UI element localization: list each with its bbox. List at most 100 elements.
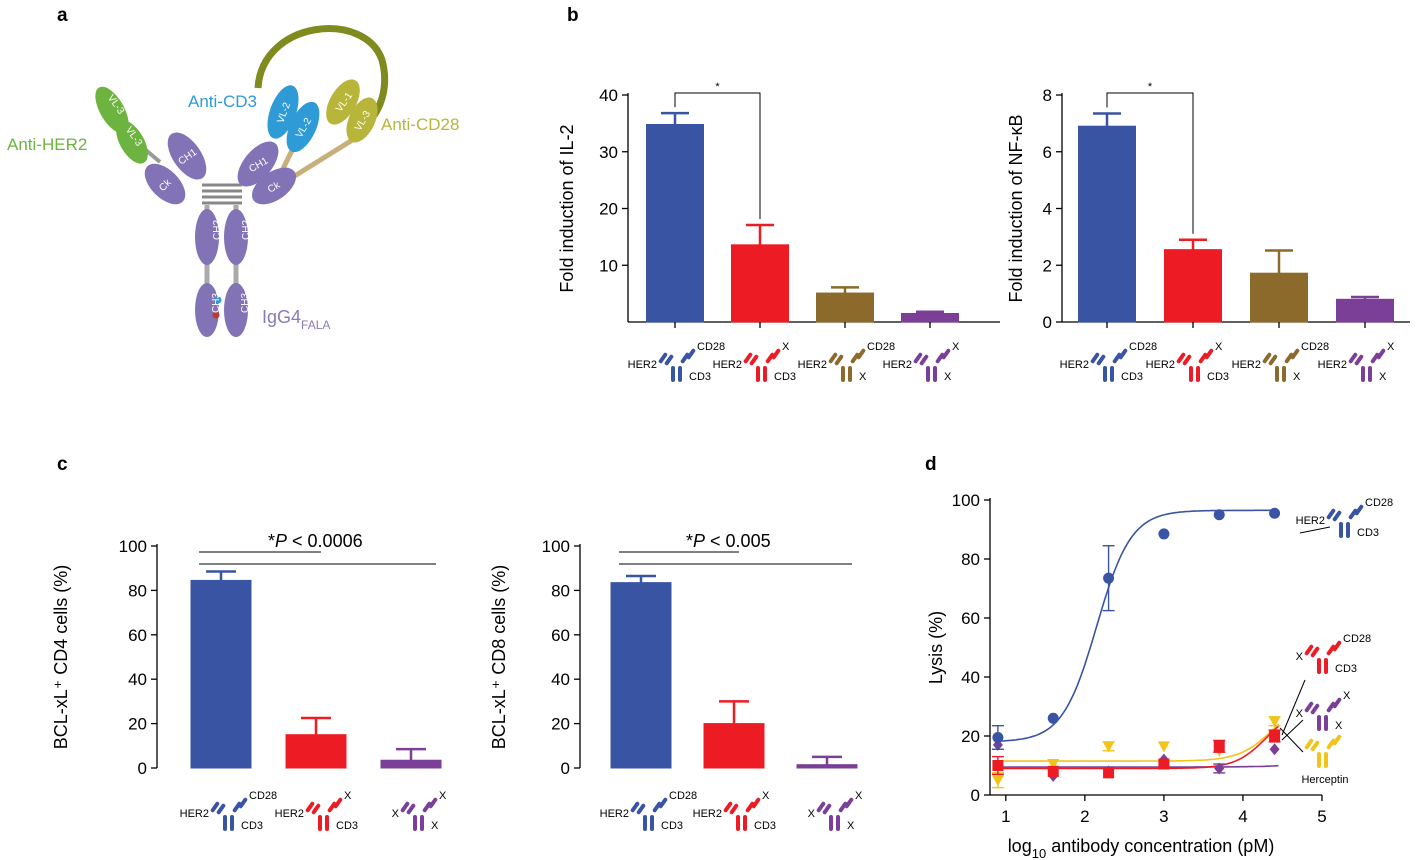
lysis-legend-3-icon	[1304, 734, 1342, 768]
il2-category-3-icon-arm-left-b	[919, 354, 929, 366]
domain-text-ch2-right: CH2	[241, 220, 252, 240]
cd4-ytick-label-1: 20	[128, 715, 147, 734]
lysis-point-0-4	[1213, 509, 1225, 521]
lysis-legend-2-icon-arm-left-a	[1304, 701, 1314, 713]
lysis-point-0-1	[1047, 712, 1059, 724]
cd8-category-1-left-label: HER2	[693, 808, 722, 820]
il2-ytick-label-0: 10	[599, 256, 618, 275]
label-igg4: IgG4FALA	[262, 307, 330, 332]
lysis-legend-pointer-0	[1299, 526, 1331, 534]
nfkb-ytick-label-1: 2	[1043, 256, 1052, 275]
nfkb-category-3-left-label: HER2	[1318, 359, 1347, 371]
cd8-category-2-icon-stem-right	[836, 815, 840, 831]
panel-label-c: c	[57, 454, 68, 475]
nfkb-category-0-icon-arm-right-b	[1118, 348, 1128, 360]
il2-category-1-icon-arm-left-b	[749, 354, 759, 366]
lysis-legend-3-icon-stem-right	[1324, 752, 1328, 768]
lysis-point-2-5	[1269, 743, 1280, 756]
cd4-category-2-top-label: X	[439, 790, 447, 802]
cd8-category-2-top-label: X	[855, 790, 863, 802]
label-anti-cd28: Anti-CD28	[381, 115, 459, 134]
cd8-category-1-icon-arm-left-b	[729, 803, 739, 815]
lysis-legend-3-icon-arm-left-a	[1304, 738, 1314, 750]
cd4-category-1-icon-arm-right-a	[327, 801, 337, 813]
panel-label-b: b	[567, 5, 579, 26]
nfkb-category-2-icon-stem-right	[1282, 366, 1286, 382]
il2-category-3-icon-arm-right-a	[935, 352, 945, 364]
lysis-point-3-0	[991, 775, 1004, 787]
cd8-category-2-icon-arm-right-a	[838, 801, 848, 813]
il2-category-1-left-label: HER2	[713, 359, 742, 371]
nfkb-ytick-label-0: 0	[1043, 313, 1052, 332]
nfkb-category-3-icon-stem-left	[1361, 366, 1365, 382]
nfkb-category-2-icon-arm-left-a	[1262, 352, 1272, 364]
cd8-category-0-left-label: HER2	[600, 808, 629, 820]
cd8-bar-1	[703, 723, 765, 769]
domain-ch3-right	[224, 283, 248, 337]
cd4-category-2-icon	[400, 797, 438, 831]
lysis-legend-3-icon-arm-right-a	[1326, 738, 1336, 750]
cd4-category-1-icon	[305, 797, 343, 831]
hole-dot	[212, 311, 220, 319]
il2-ytick-label-2: 30	[599, 143, 618, 162]
lysis-xlabel-rest: antibody concentration (pM)	[1046, 836, 1274, 856]
il2-category-1-icon-arm-right-b	[771, 348, 781, 360]
cd4-bar-1	[285, 734, 347, 769]
il2-bar-3	[901, 312, 959, 323]
lysis-point-3-5	[1268, 716, 1281, 728]
lysis-legend-1-icon-arm-right-b	[1332, 640, 1342, 652]
nfkb-ytick-label-2: 4	[1043, 200, 1052, 219]
lysis-ytick-label-3: 60	[961, 609, 980, 628]
nfkb-category-3-top-label: X	[1387, 341, 1395, 353]
cd8-bar-2	[796, 764, 858, 769]
lysis-legend-3-icon-arm-left-b	[1310, 740, 1320, 752]
cd8-category-0-bottom-label: CD3	[661, 820, 683, 832]
il2-category-3-icon-stem-left	[926, 366, 930, 382]
cd4-category-0-bottom-label: CD3	[241, 820, 263, 832]
il2-category-3-icon	[913, 348, 951, 382]
il2-category-2-top-label: CD28	[867, 341, 895, 353]
lysis-curve-0	[997, 509, 1279, 742]
nfkb-category-2-top-label: CD28	[1301, 341, 1329, 353]
label-anti-her2: Anti-HER2	[7, 135, 87, 154]
cd4-category-1-bottom-label: CD3	[336, 820, 358, 832]
il2-category-3-bottom-label: X	[944, 371, 952, 383]
cd8-ytick-label-4: 80	[551, 581, 570, 600]
cd4-category-0-icon-arm-right-b	[238, 797, 248, 809]
cd4-category-2-icon-arm-left-a	[400, 801, 410, 813]
cd4-category-0-icon-stem-right	[230, 815, 234, 831]
chart-cd8: 0 20 40 60 80 100 BCL-xL⁺ CD8 cells (%) *P < 0.…	[489, 531, 863, 832]
il2-sig-star: *	[715, 81, 720, 93]
nfkb-category-1-icon-arm-right-b	[1204, 348, 1214, 360]
cd8-category-2-icon	[816, 797, 854, 831]
cd8-category-0-icon-arm-right-b	[658, 797, 668, 809]
cd8-category-0-icon-arm-left-b	[636, 803, 646, 815]
nfkb-category-2-icon-arm-left-b	[1268, 354, 1278, 366]
nfkb-category-3-icon	[1348, 348, 1386, 382]
nfkb-category-2-icon-arm-right-b	[1290, 348, 1300, 360]
il2-category-2-bottom-label: X	[859, 371, 867, 383]
il2-category-0-icon-arm-right-b	[686, 348, 696, 360]
lysis-point-1-2	[1103, 767, 1115, 779]
lysis-legend-0-bottom-label: CD3	[1357, 527, 1379, 539]
lysis-point-1-1	[1047, 765, 1059, 777]
cd8-category-1-bottom-label: CD3	[754, 820, 776, 832]
label-igg4-main: IgG4	[262, 307, 301, 327]
nfkb-category-1-icon-stem-left	[1189, 366, 1193, 382]
lysis-legend-pointer-2	[1281, 719, 1304, 741]
nfkb-category-1-icon	[1176, 348, 1214, 382]
lysis-point-3-3	[1157, 741, 1170, 753]
nfkb-category-0-icon	[1090, 348, 1128, 382]
cd4-category-1-top-label: X	[344, 790, 352, 802]
nfkb-category-3-icon-stem-right	[1368, 366, 1372, 382]
lysis-point-1-4	[1213, 740, 1225, 752]
il2-category-0-icon-stem-right	[678, 366, 682, 382]
cd4-sig-value: < 0.0006	[287, 531, 363, 551]
lysis-point-0-0	[992, 731, 1004, 743]
lysis-xlabel: log10 antibody concentration (pM)	[1008, 836, 1275, 860]
lysis-legend-1-icon-arm-left-b	[1310, 646, 1320, 658]
nfkb-bar-0	[1078, 125, 1136, 323]
cd8-category-2-icon-arm-left-a	[816, 801, 826, 813]
cd4-category-1-icon-stem-left	[318, 815, 322, 831]
